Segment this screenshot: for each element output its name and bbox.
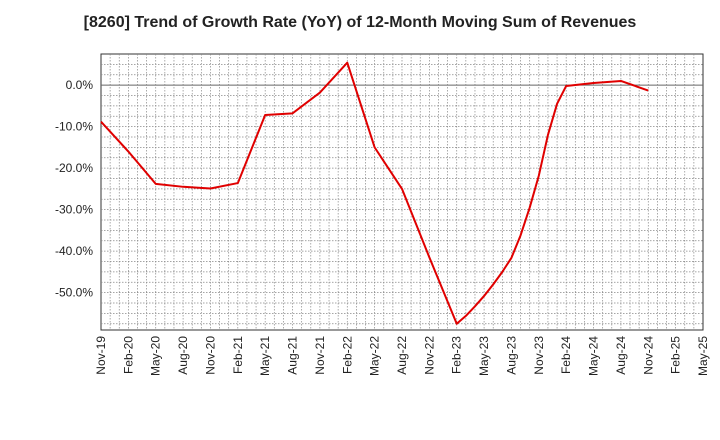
y-tick-label: 0.0% <box>66 78 94 92</box>
x-tick-label: Feb-20 <box>121 336 135 374</box>
x-tick-label: Feb-24 <box>559 336 573 374</box>
y-tick-label: -10.0% <box>55 120 93 134</box>
series-layer <box>100 61 649 325</box>
y-tick-label: -20.0% <box>55 161 93 175</box>
x-tick-label: Nov-22 <box>422 336 436 375</box>
series-line <box>100 61 649 325</box>
x-tick-label: Aug-24 <box>614 336 628 375</box>
y-tick-label: -30.0% <box>55 203 93 217</box>
x-tick-label: Nov-19 <box>94 336 108 375</box>
x-tick-label: May-21 <box>258 336 272 376</box>
x-tick-label: Nov-23 <box>532 336 546 375</box>
x-tick-label: Aug-20 <box>176 336 190 375</box>
grid-layer <box>100 53 704 331</box>
x-tick-label: Nov-24 <box>641 336 655 375</box>
x-tick-label: Feb-25 <box>669 336 683 374</box>
y-tick-label: -50.0% <box>55 286 93 300</box>
x-tick-label: Aug-22 <box>395 336 409 375</box>
chart-title: [8260] Trend of Growth Rate (YoY) of 12-… <box>83 14 637 31</box>
x-tick-label: Aug-21 <box>286 336 300 375</box>
x-tick-label: May-24 <box>587 336 601 376</box>
x-tick-label: May-22 <box>368 336 382 376</box>
x-tick-label: Nov-21 <box>313 336 327 375</box>
x-tick-label: Feb-23 <box>450 336 464 374</box>
x-tick-label: Feb-22 <box>340 336 354 374</box>
x-tick-label: May-20 <box>149 336 163 376</box>
x-tick-label: Nov-20 <box>203 336 217 375</box>
x-tick-label: Feb-21 <box>231 336 245 374</box>
x-tick-label: May-23 <box>477 336 491 376</box>
tick-layer: 0.0% -10.0% -20.0% -30.0% -40.0% -50.0% Nov-19… <box>55 78 710 376</box>
x-tick-label: Aug-23 <box>504 336 518 375</box>
y-tick-label: -40.0% <box>55 244 93 258</box>
x-tick-label: May-25 <box>696 336 710 376</box>
